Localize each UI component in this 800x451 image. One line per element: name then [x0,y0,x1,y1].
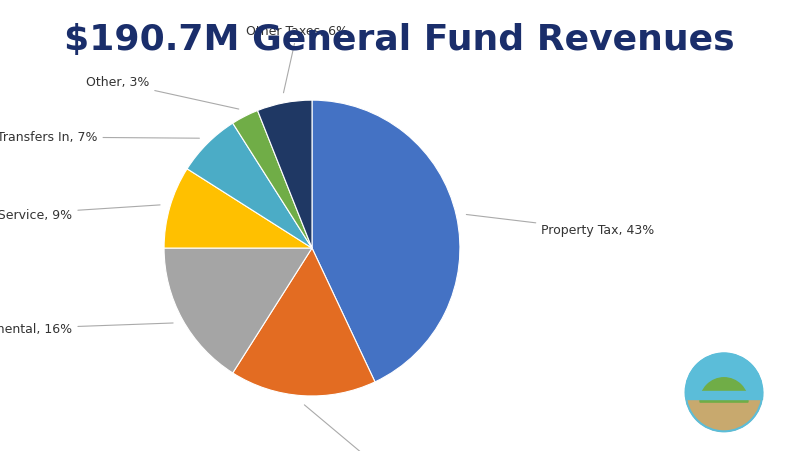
Wedge shape [164,169,312,248]
Wedge shape [312,100,460,382]
Wedge shape [187,123,312,248]
Text: $190.7M General Fund Revenues: $190.7M General Fund Revenues [64,23,734,56]
Circle shape [686,354,762,431]
Wedge shape [686,392,762,431]
Text: Other, 3%: Other, 3% [86,76,238,109]
Wedge shape [700,378,748,402]
Wedge shape [258,100,312,248]
Wedge shape [233,110,312,248]
Text: Franchise/Utility, 16%: Franchise/Utility, 16% [304,405,462,451]
Text: Other Taxes, 6%: Other Taxes, 6% [246,25,348,93]
Wedge shape [233,248,375,396]
Polygon shape [686,391,762,399]
Text: Intergovernmental, 16%: Intergovernmental, 16% [0,323,173,336]
Text: Transfers In, 7%: Transfers In, 7% [0,131,199,143]
Wedge shape [686,354,762,392]
Text: Charges for Service, 9%: Charges for Service, 9% [0,205,160,222]
Wedge shape [164,248,312,373]
Text: Property Tax, 43%: Property Tax, 43% [466,215,654,237]
